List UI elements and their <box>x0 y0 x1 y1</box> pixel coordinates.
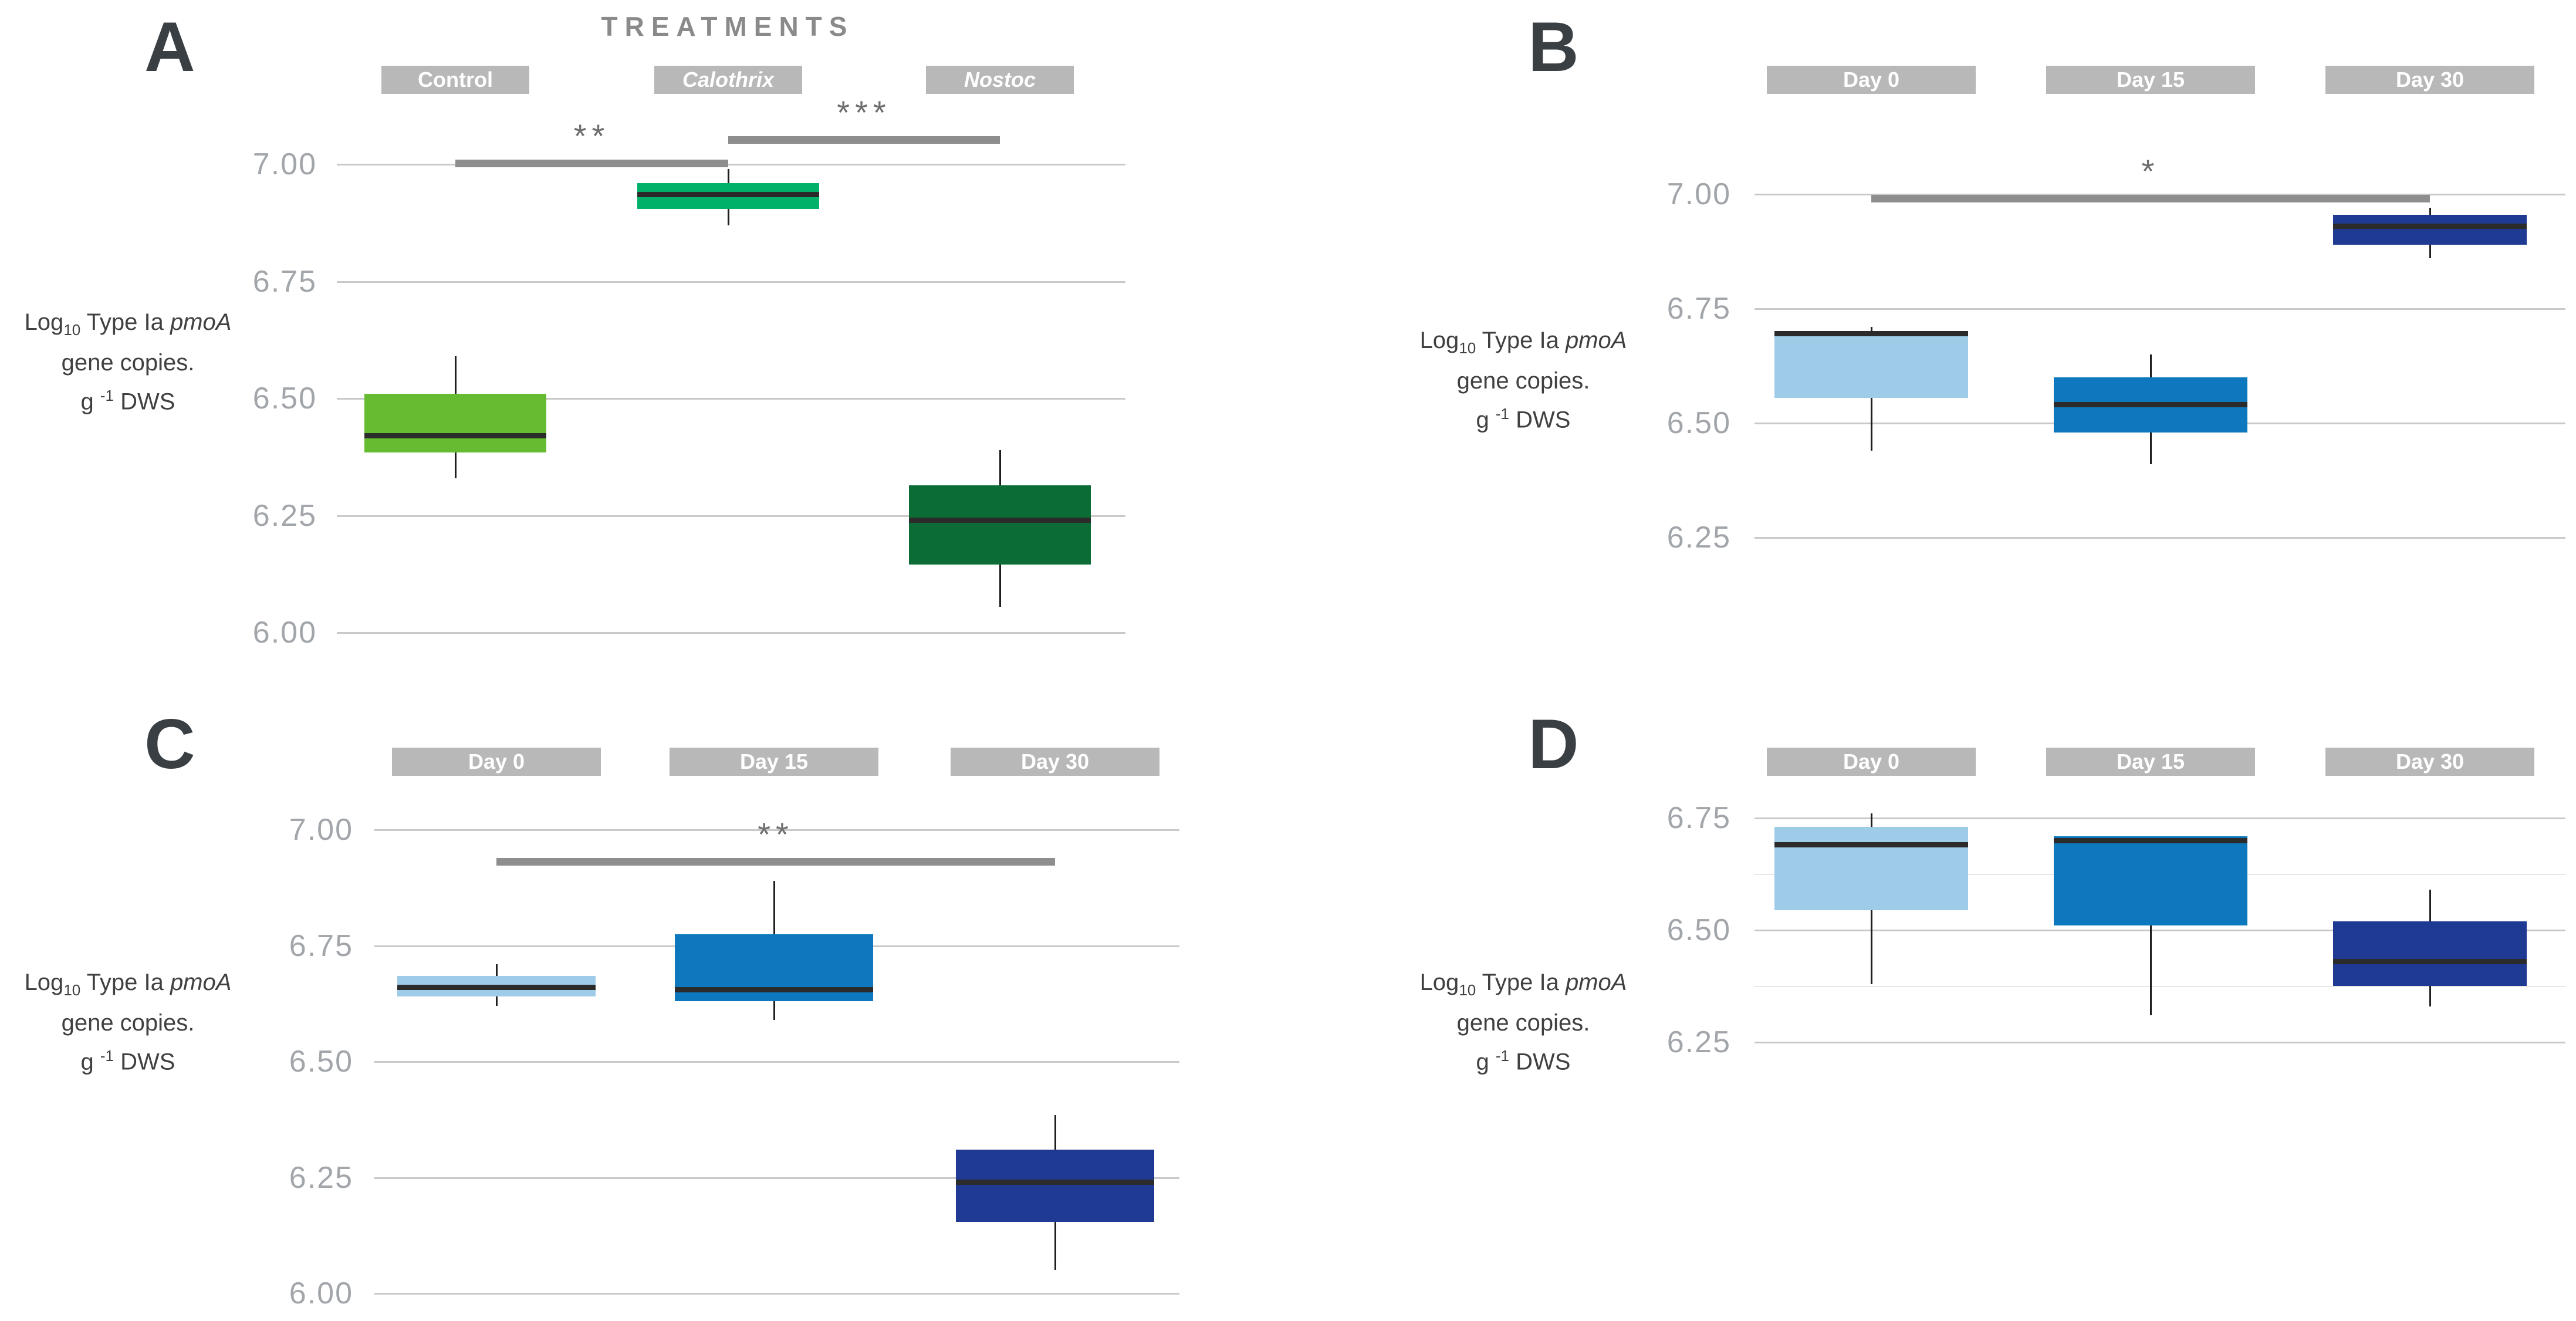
category-header: Day 0 <box>392 748 601 776</box>
boxplot-box <box>1774 332 1968 398</box>
y-axis-label-line: g -1 DWS <box>1476 1047 1571 1075</box>
panel-letter: D <box>1528 705 1580 783</box>
figure-title: TREATMENTS <box>601 11 854 42</box>
significance-label: *** <box>837 94 891 131</box>
tick-label: 6.00 <box>289 1276 353 1310</box>
tick-label: 6.75 <box>1666 292 1731 326</box>
gridline <box>1754 1042 2565 1043</box>
significance-label: * <box>2141 153 2160 190</box>
y-axis-label-line: gene copies. <box>1456 368 1590 394</box>
gridline <box>374 1293 1179 1295</box>
median-line <box>2333 224 2527 229</box>
median-line <box>397 985 596 991</box>
y-axis-label-line: g -1 DWS <box>80 1047 175 1075</box>
panel-letter: C <box>144 705 197 783</box>
panel-letter: B <box>1528 8 1580 86</box>
boxplot-box <box>2333 215 2527 245</box>
y-axis-label: Log10 Type Ia pmoA gene copies. g -1 DWS <box>0 966 292 1078</box>
tick-label: 6.25 <box>1666 1025 1731 1059</box>
y-axis-label-line: Log10 Type Ia pmoA <box>24 969 232 999</box>
tick-label: 6.75 <box>1666 801 1731 835</box>
tick-label: 6.50 <box>1666 406 1731 440</box>
significance-label: ** <box>758 816 794 853</box>
gridline <box>374 829 1179 831</box>
boxplot-box <box>909 485 1091 565</box>
gridline <box>1754 817 2565 819</box>
category-header: Day 30 <box>2325 748 2534 776</box>
category-header: Day 15 <box>2046 66 2255 94</box>
tick-label: 6.50 <box>289 1045 353 1079</box>
significance-bar <box>728 136 1000 144</box>
tick-label: 6.50 <box>252 381 317 415</box>
gridline <box>374 1177 1179 1179</box>
category-header: Control <box>381 66 529 94</box>
significance-bar <box>1871 194 2430 202</box>
y-axis-label-line: gene copies. <box>61 1010 195 1036</box>
panel-letter: A <box>144 8 197 86</box>
tick-label: 7.00 <box>289 813 353 847</box>
gridline <box>337 398 1125 400</box>
median-line <box>2054 837 2247 843</box>
tick-label: 6.00 <box>252 616 317 650</box>
y-axis-label: Log10 Type Ia pmoA gene copies. g -1 DWS <box>1359 324 1688 436</box>
whisker-line <box>2149 836 2152 1016</box>
category-header: Calothrix <box>654 66 802 94</box>
gridline <box>337 281 1125 283</box>
minor-gridline <box>1754 985 2565 987</box>
median-line <box>364 433 546 439</box>
y-axis-label-line: g -1 DWS <box>1476 405 1571 433</box>
category-header: Day 15 <box>2046 748 2255 776</box>
tick-label: 6.25 <box>1666 521 1731 555</box>
boxplot-box <box>1774 827 1968 910</box>
median-line <box>2054 402 2247 408</box>
tick-label: 6.75 <box>289 928 353 963</box>
category-header: Day 30 <box>951 748 1159 776</box>
gridline <box>337 515 1125 517</box>
gridline <box>374 1061 1179 1063</box>
category-header: Day 0 <box>1767 748 1976 776</box>
category-header: Nostoc <box>926 66 1074 94</box>
boxplot-box <box>956 1150 1154 1222</box>
significance-bar <box>455 159 728 167</box>
median-line <box>956 1179 1154 1185</box>
tick-label: 6.50 <box>1666 913 1731 947</box>
gridline <box>1754 308 2565 310</box>
boxplot-box <box>364 394 546 452</box>
gridline <box>1754 537 2565 539</box>
median-line <box>1774 331 1968 337</box>
category-header: Day 0 <box>1767 66 1976 94</box>
gridline <box>337 632 1125 634</box>
y-axis-label-line: Log10 Type Ia pmoA <box>1419 969 1627 999</box>
boxplot-box <box>2333 921 2527 986</box>
tick-label: 6.75 <box>252 264 317 299</box>
y-axis-label-line: Log10 Type Ia pmoA <box>24 309 232 339</box>
y-axis-label-line: gene copies. <box>61 350 195 376</box>
gridline <box>337 164 1125 165</box>
median-line <box>1774 842 1968 848</box>
y-axis-label: Log10 Type Ia pmoA gene copies. g -1 DWS <box>1359 966 1688 1078</box>
gridline <box>1754 930 2565 931</box>
category-header: Day 15 <box>670 748 878 776</box>
median-line <box>637 192 819 198</box>
y-axis-label-line: gene copies. <box>1456 1010 1590 1036</box>
y-axis-label-line: Log10 Type Ia pmoA <box>1419 327 1627 357</box>
tick-label: 7.00 <box>1666 177 1731 211</box>
significance-bar <box>496 857 1055 866</box>
significance-label: ** <box>573 117 610 154</box>
tick-label: 6.25 <box>289 1160 353 1195</box>
category-header: Day 30 <box>2325 66 2534 94</box>
tick-label: 6.25 <box>252 498 317 533</box>
y-axis-label: Log10 Type Ia pmoA gene copies. g -1 DWS <box>0 306 292 418</box>
y-axis-label-line: g -1 DWS <box>80 387 175 415</box>
median-line <box>909 517 1091 523</box>
median-line <box>2333 958 2527 964</box>
median-line <box>675 987 873 993</box>
boxplot-box <box>2054 836 2247 926</box>
tick-label: 7.00 <box>252 147 317 181</box>
